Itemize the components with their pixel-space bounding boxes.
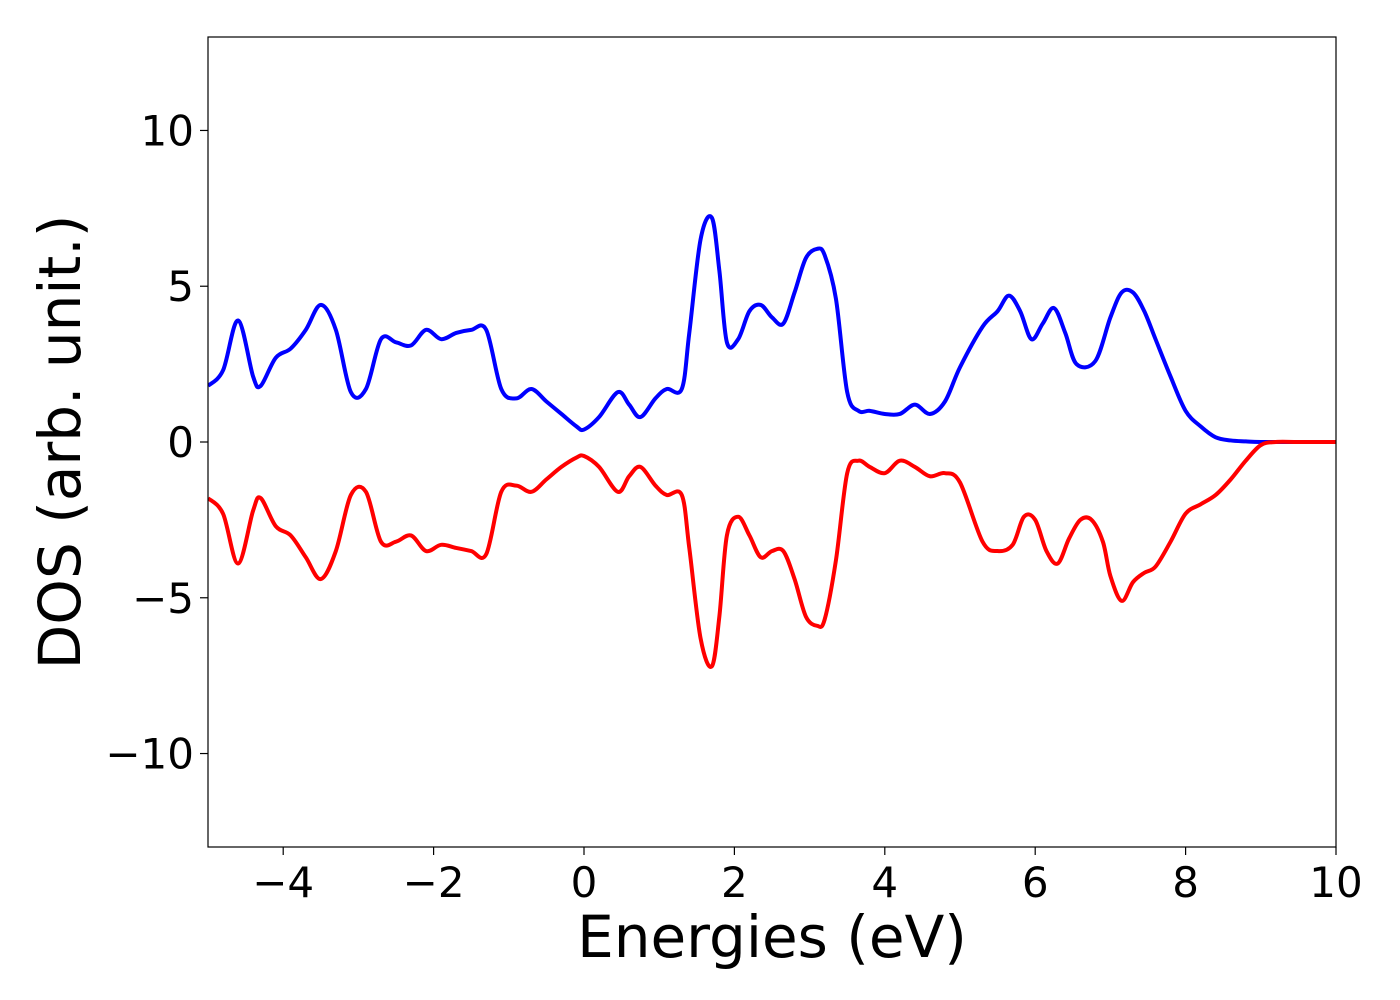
plot-frame	[207, 36, 1337, 848]
series-layer	[208, 214, 1336, 669]
x-tick-label: −2	[403, 858, 465, 907]
series-line-1	[208, 214, 1336, 445]
x-axis-label: Energies (eV)	[577, 903, 967, 971]
y-tick-label: −10	[105, 730, 194, 779]
y-tick-label: −5	[132, 574, 194, 623]
x-tick-label: 6	[1022, 858, 1049, 907]
x-tick-label: 4	[871, 858, 898, 907]
x-tick-label: 8	[1172, 858, 1199, 907]
x-tick-label: 2	[721, 858, 748, 907]
x-tick-label: 10	[1309, 858, 1362, 907]
y-axis-ticks: −10 −5 0 5 10	[105, 106, 208, 779]
y-tick-label: 0	[167, 418, 194, 467]
x-tick-label: −4	[252, 858, 314, 907]
x-axis-ticks: −4 −2 0 2 4 6 8 10	[252, 847, 1363, 907]
x-tick-label: 0	[571, 858, 598, 907]
y-tick-label: 5	[167, 262, 194, 311]
y-axis-label: DOS (arb. unit.)	[26, 215, 94, 670]
y-tick-label: 10	[141, 106, 194, 155]
series-line-2	[208, 439, 1336, 669]
